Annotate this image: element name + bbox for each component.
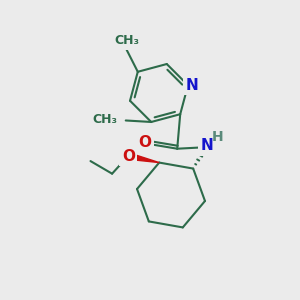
Text: O: O <box>138 135 151 150</box>
Text: CH₃: CH₃ <box>114 34 139 47</box>
Text: N: N <box>201 138 214 153</box>
Text: CH₃: CH₃ <box>92 113 117 126</box>
Text: O: O <box>122 149 135 164</box>
Polygon shape <box>133 154 159 163</box>
Text: H: H <box>211 130 223 144</box>
Text: N: N <box>185 78 198 93</box>
